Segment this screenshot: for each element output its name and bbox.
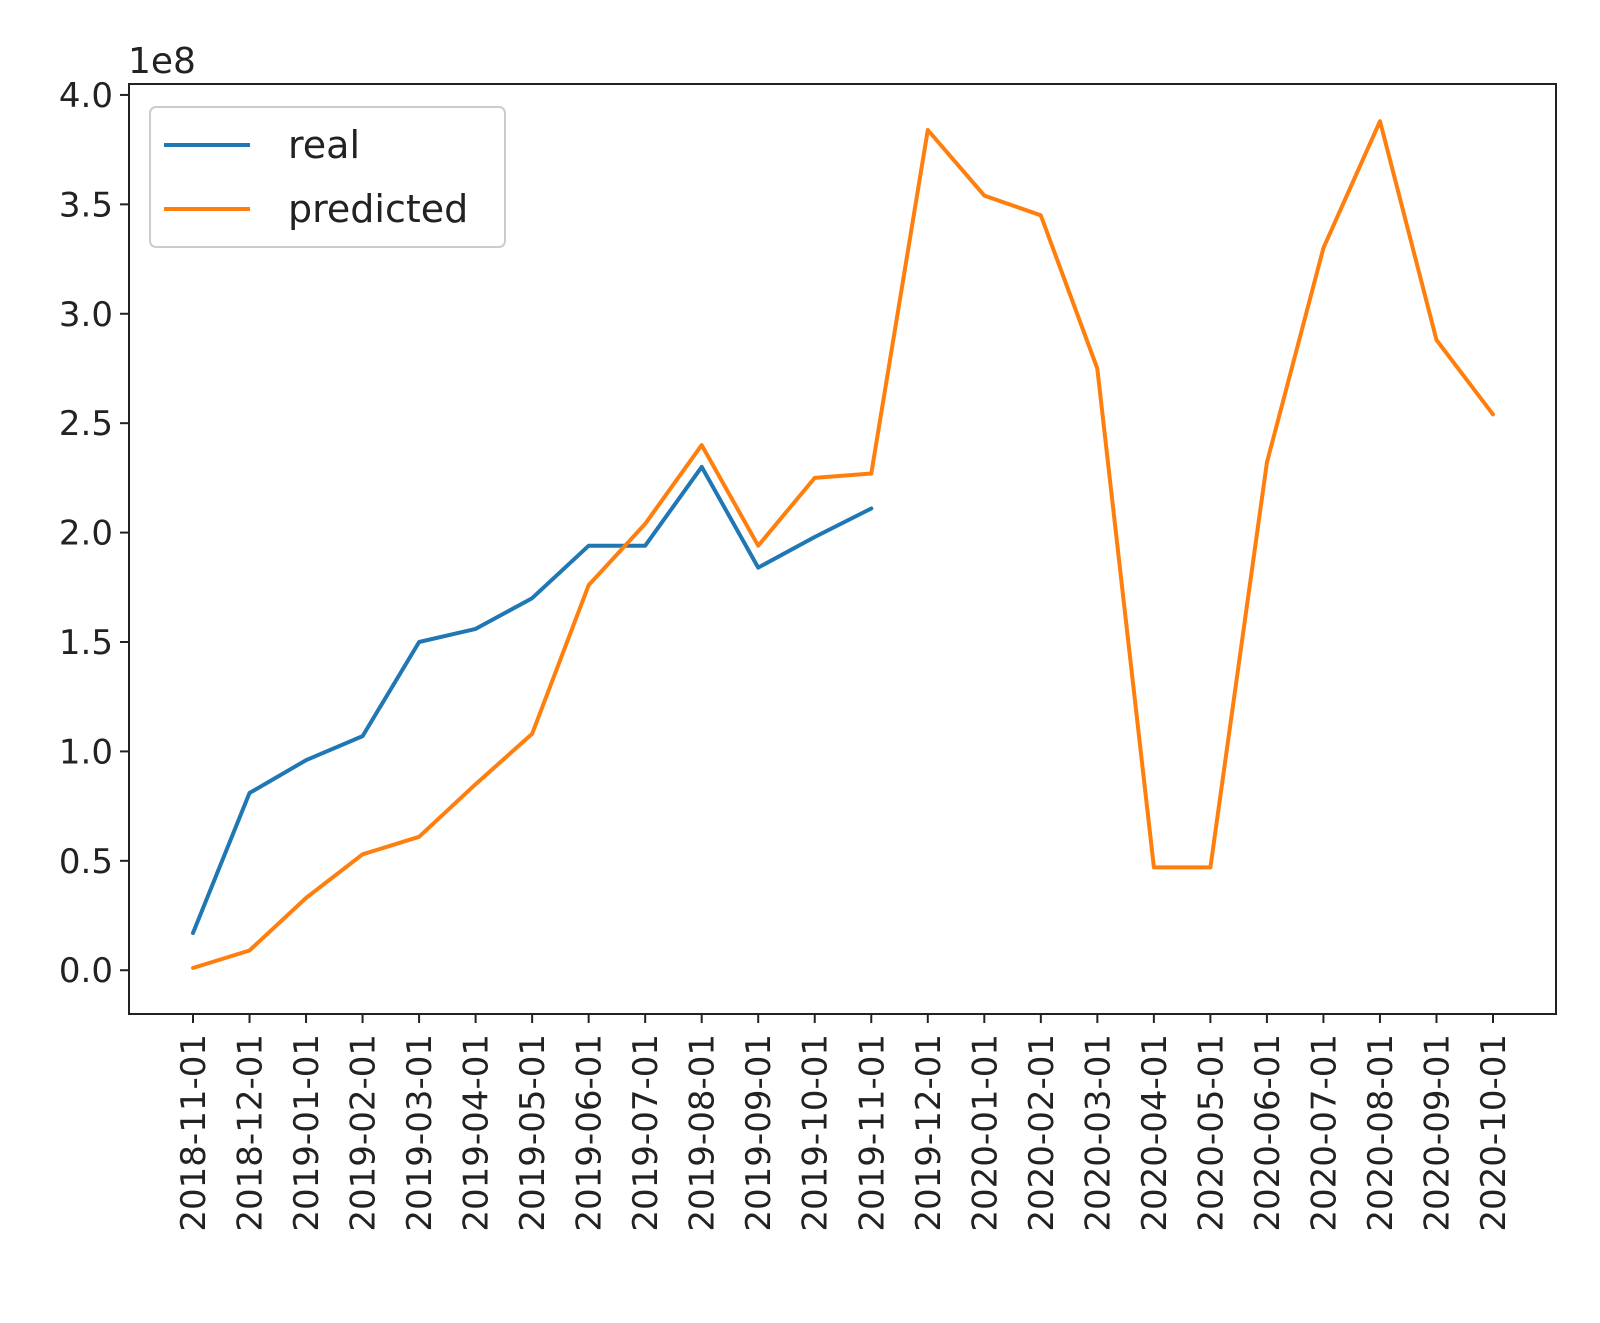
plot-series: [191, 119, 1495, 970]
series-line-real: [191, 464, 874, 935]
y-tick-label: 0.0: [59, 951, 113, 991]
x-tick-label: 2020-01-01: [965, 1034, 1005, 1232]
y-tick-label: 1.0: [59, 732, 113, 772]
x-tick-label: 2019-02-01: [344, 1034, 384, 1232]
x-tick-label: 2018-12-01: [231, 1034, 271, 1232]
x-tick-label: 2019-12-01: [909, 1034, 949, 1232]
x-tick-label: 2019-03-01: [400, 1034, 440, 1232]
x-tick-label: 2019-05-01: [513, 1034, 553, 1232]
y-tick-label: 2.0: [59, 514, 113, 554]
y-tick-label: 4.0: [59, 76, 113, 116]
x-tick-label: 2020-03-01: [1078, 1034, 1118, 1232]
x-tick-label: 2019-06-01: [570, 1034, 610, 1232]
plot-frame: [128, 83, 1557, 1015]
x-tick-label: 2018-11-01: [174, 1034, 214, 1232]
y-tick-label: 2.5: [59, 404, 113, 444]
x-tick-label: 2019-01-01: [287, 1034, 327, 1232]
x-tick-label: 2020-08-01: [1361, 1034, 1401, 1232]
x-tick-label: 2020-02-01: [1022, 1034, 1062, 1232]
x-tick-label: 2020-09-01: [1417, 1034, 1457, 1232]
x-tick-label: 2019-04-01: [457, 1034, 497, 1232]
x-tick-label: 2019-11-01: [852, 1034, 892, 1232]
x-tick-label: 2019-08-01: [683, 1034, 723, 1232]
x-tick-label: 2020-05-01: [1191, 1034, 1231, 1232]
legend: real predicted: [149, 106, 506, 248]
y-axis-offset-label: 1e8: [128, 41, 196, 82]
y-axis-ticks: 0.0 0.5 1.0 1.5 2.0 2.5 3.0 3.5 4.0: [59, 76, 129, 991]
x-tick-label: 2019-07-01: [626, 1034, 666, 1232]
x-tick-label: 2019-09-01: [739, 1034, 779, 1232]
x-axis-ticks: 2018-11-01 2018-12-01 2019-01-01 2019-02-01…: [174, 1014, 1514, 1232]
y-tick-label: 0.5: [59, 842, 113, 882]
legend-label-real: real: [288, 123, 360, 167]
y-tick-label: 3.5: [59, 185, 113, 225]
series-line-predicted: [191, 119, 1495, 970]
x-tick-label: 2020-04-01: [1135, 1034, 1175, 1232]
x-tick-label: 2020-10-01: [1474, 1034, 1514, 1232]
x-tick-label: 2020-07-01: [1304, 1034, 1344, 1232]
x-tick-label: 2020-06-01: [1248, 1034, 1288, 1232]
x-tick-label: 2019-10-01: [796, 1034, 836, 1232]
legend-label-predicted: predicted: [288, 187, 468, 231]
y-tick-label: 3.0: [59, 295, 113, 335]
legend-box: [149, 106, 506, 248]
y-tick-label: 1.5: [59, 623, 113, 663]
